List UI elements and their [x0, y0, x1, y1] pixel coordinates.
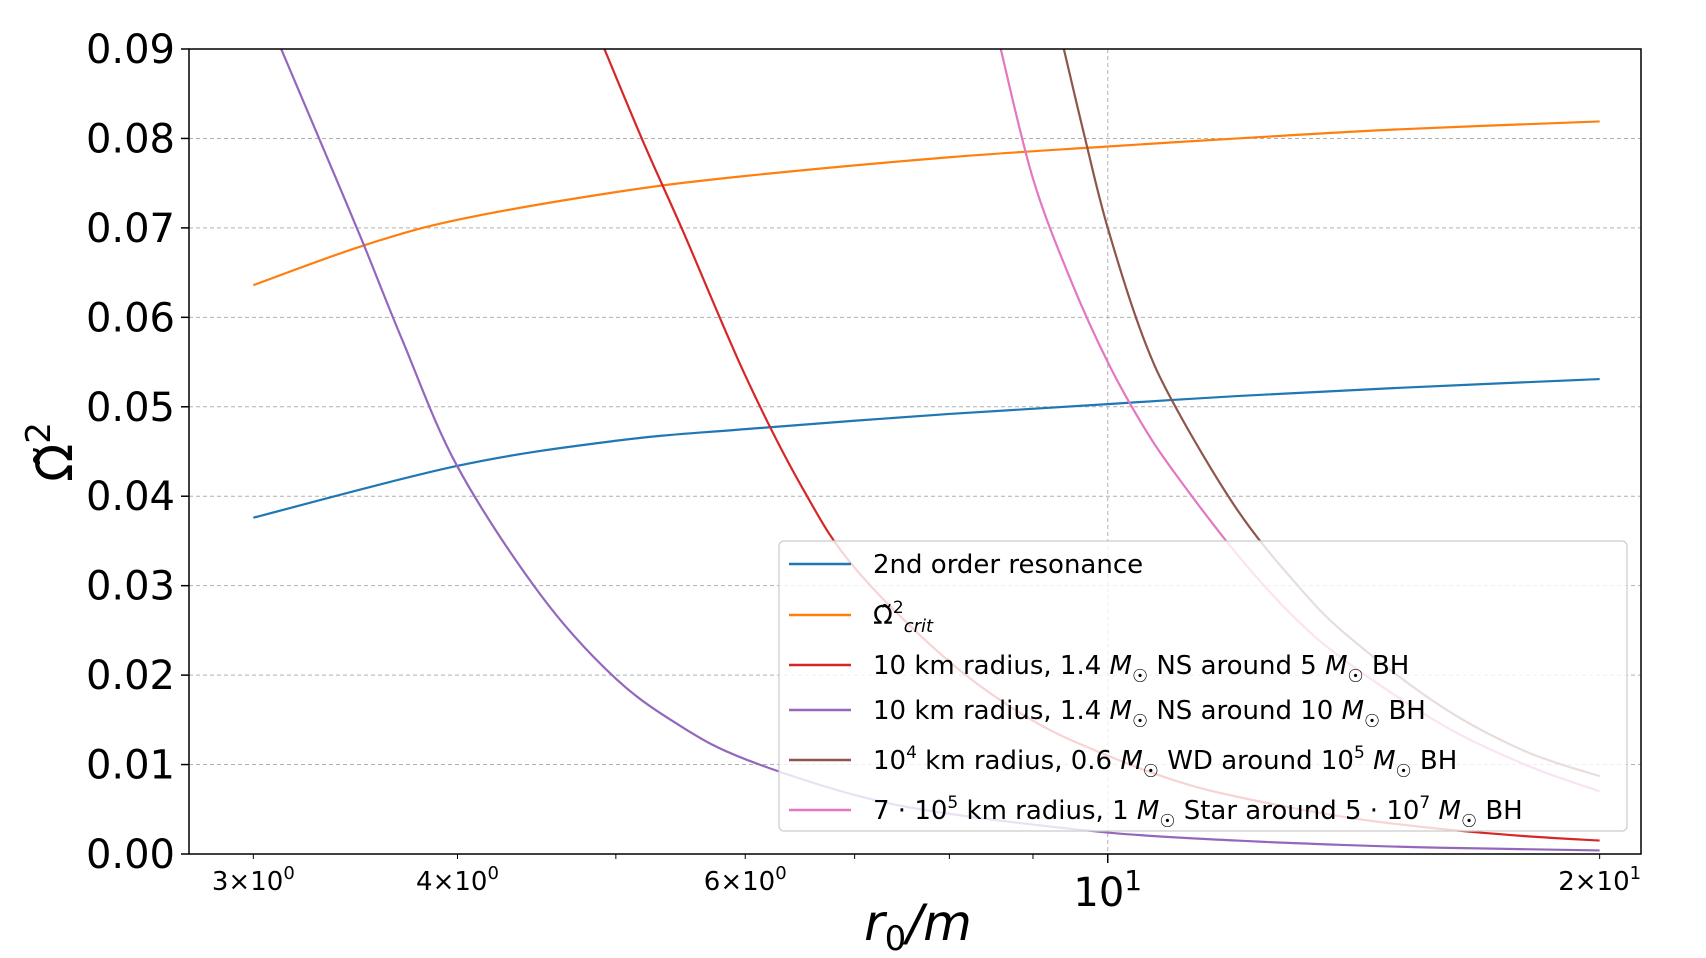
- x-axis-label: r0/m: [864, 894, 972, 958]
- series-line-0: [253, 377, 1600, 519]
- legend: 2nd order resonance Ω̃2crit 10 km radius, …: [778, 540, 1628, 832]
- y-tick-label: 0.03: [86, 564, 175, 610]
- y-tick-label: 0.08: [86, 116, 175, 162]
- legend-label: 104 km radius, 0.6 M☉ WD around 105 M☉ B…: [873, 743, 1457, 782]
- y-tick-label: 0.01: [86, 743, 175, 789]
- legend-label: 10 km radius, 1.4 M☉ NS around 5 M☉ BH: [873, 651, 1409, 687]
- axis-ticks: 0.00 0.01 0.02 0.03 0.04 0.05 0.06 0.07 0.08 0.09…: [86, 27, 1641, 916]
- y-tick-label: 0.04: [86, 474, 175, 520]
- y-tick-label: 0.05: [86, 385, 175, 431]
- legend-label: 2nd order resonance: [873, 550, 1143, 580]
- x-tick-label: 3×100: [212, 863, 295, 897]
- legend-label: 10 km radius, 1.4 M☉ NS around 10 M☉ BH: [873, 696, 1426, 732]
- y-tick-label: 0.02: [86, 653, 175, 699]
- x-tick-label: 101: [1073, 864, 1142, 916]
- x-tick-label: 4×100: [416, 863, 499, 897]
- plot-frame: [188, 48, 1642, 855]
- x-tick-label: 2×101: [1558, 863, 1641, 897]
- y-tick-label: 0.06: [86, 295, 175, 341]
- y-tick-label: 0.07: [86, 206, 175, 252]
- x-tick-label: 6×100: [704, 863, 787, 897]
- y-axis-label: Ω̃2: [19, 422, 84, 482]
- y-tick-label: 0.00: [86, 832, 175, 878]
- y-tick-label: 0.09: [86, 27, 175, 73]
- series-line-3: [280, 49, 1600, 852]
- legend-label: Ω̃2crit: [873, 598, 934, 637]
- series-line-1: [252, 120, 1600, 287]
- legend-label: 7 · 105 km radius, 1 M☉ Star around 5 · …: [873, 793, 1523, 832]
- legend-box: [778, 540, 1628, 832]
